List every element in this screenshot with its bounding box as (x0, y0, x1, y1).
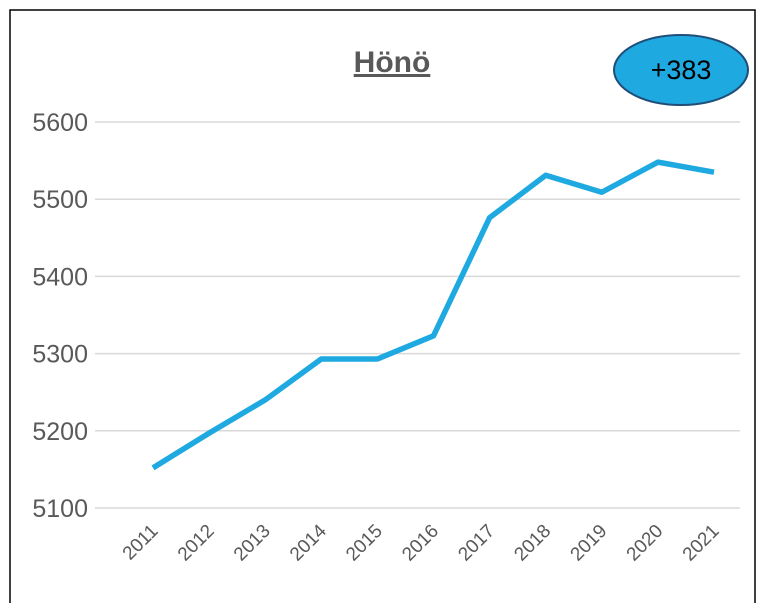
chart-frame (9, 9, 756, 603)
annotation: +383 (651, 55, 712, 85)
y-tick-label: 5300 (32, 341, 88, 369)
y-tick-label: 5200 (32, 418, 88, 446)
y-tick-label: 5400 (32, 263, 88, 291)
annotation-bubble (613, 34, 749, 106)
y-tick-label: 5500 (32, 186, 88, 214)
chart-title: Hönö (354, 46, 431, 79)
y-tick-label: 5600 (32, 109, 88, 137)
y-tick-label: 5100 (32, 495, 88, 523)
data-line (151, 159, 715, 471)
